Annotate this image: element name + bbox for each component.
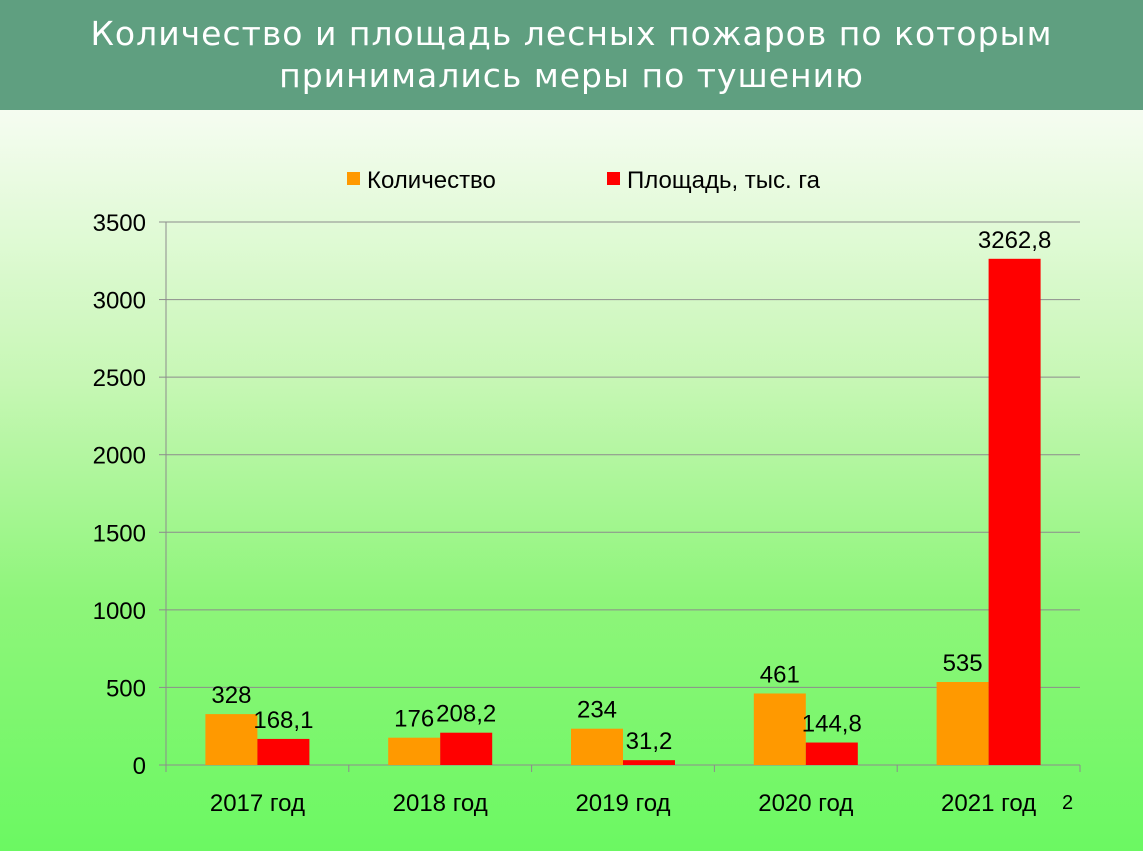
data-label-count: 176: [394, 706, 434, 733]
data-label-count: 535: [943, 650, 983, 677]
slide-header: Количество и площадь лесных пожаров по к…: [0, 0, 1143, 110]
data-label-area: 31,2: [626, 728, 673, 755]
y-tick-label: 1000: [93, 598, 146, 625]
bar-area: [440, 732, 493, 765]
bar-count: [571, 728, 623, 765]
y-tick-label: 2000: [93, 443, 146, 470]
x-tick-label: 2020 год: [758, 790, 853, 817]
legend-label: Площадь, тыс. га: [627, 167, 821, 194]
data-label-area: 208,2: [436, 701, 496, 728]
bar-count: [205, 714, 258, 765]
slide-title-line-1: Количество и площадь лесных пожаров по к…: [90, 14, 1053, 53]
y-tick-label: 3500: [93, 210, 146, 237]
data-label-area: 144,8: [802, 711, 862, 738]
y-tick-label: 3000: [93, 288, 146, 315]
x-tick-label: 2019 год: [575, 790, 670, 817]
slide-title-line-2: принимались меры по тушению: [279, 56, 864, 95]
legend-swatch: [607, 172, 620, 185]
bar-area: [257, 738, 310, 765]
y-tick-label: 2500: [93, 365, 146, 392]
data-label-area: 168,1: [253, 707, 313, 734]
data-label-count: 234: [577, 697, 617, 724]
x-tick-label: 2018 год: [393, 790, 488, 817]
x-tick-label: 2017 год: [210, 790, 305, 817]
bar-area: [805, 742, 858, 765]
bar-area: [623, 760, 675, 765]
bar-count: [388, 737, 441, 765]
bar-count: [753, 693, 806, 765]
y-tick-label: 1500: [93, 520, 146, 547]
y-tick-label: 500: [106, 675, 146, 702]
x-tick-label: 2021 год: [941, 790, 1036, 817]
data-label-count: 461: [760, 661, 800, 688]
page-number: 2: [1062, 792, 1074, 814]
data-label-count: 328: [211, 682, 251, 709]
data-label-area: 3262,8: [978, 227, 1051, 254]
bar-count: [936, 681, 989, 765]
y-tick-label: 0: [133, 753, 146, 780]
bar-area: [988, 258, 1041, 765]
legend-label: Количество: [367, 167, 496, 194]
legend-swatch: [347, 172, 360, 185]
